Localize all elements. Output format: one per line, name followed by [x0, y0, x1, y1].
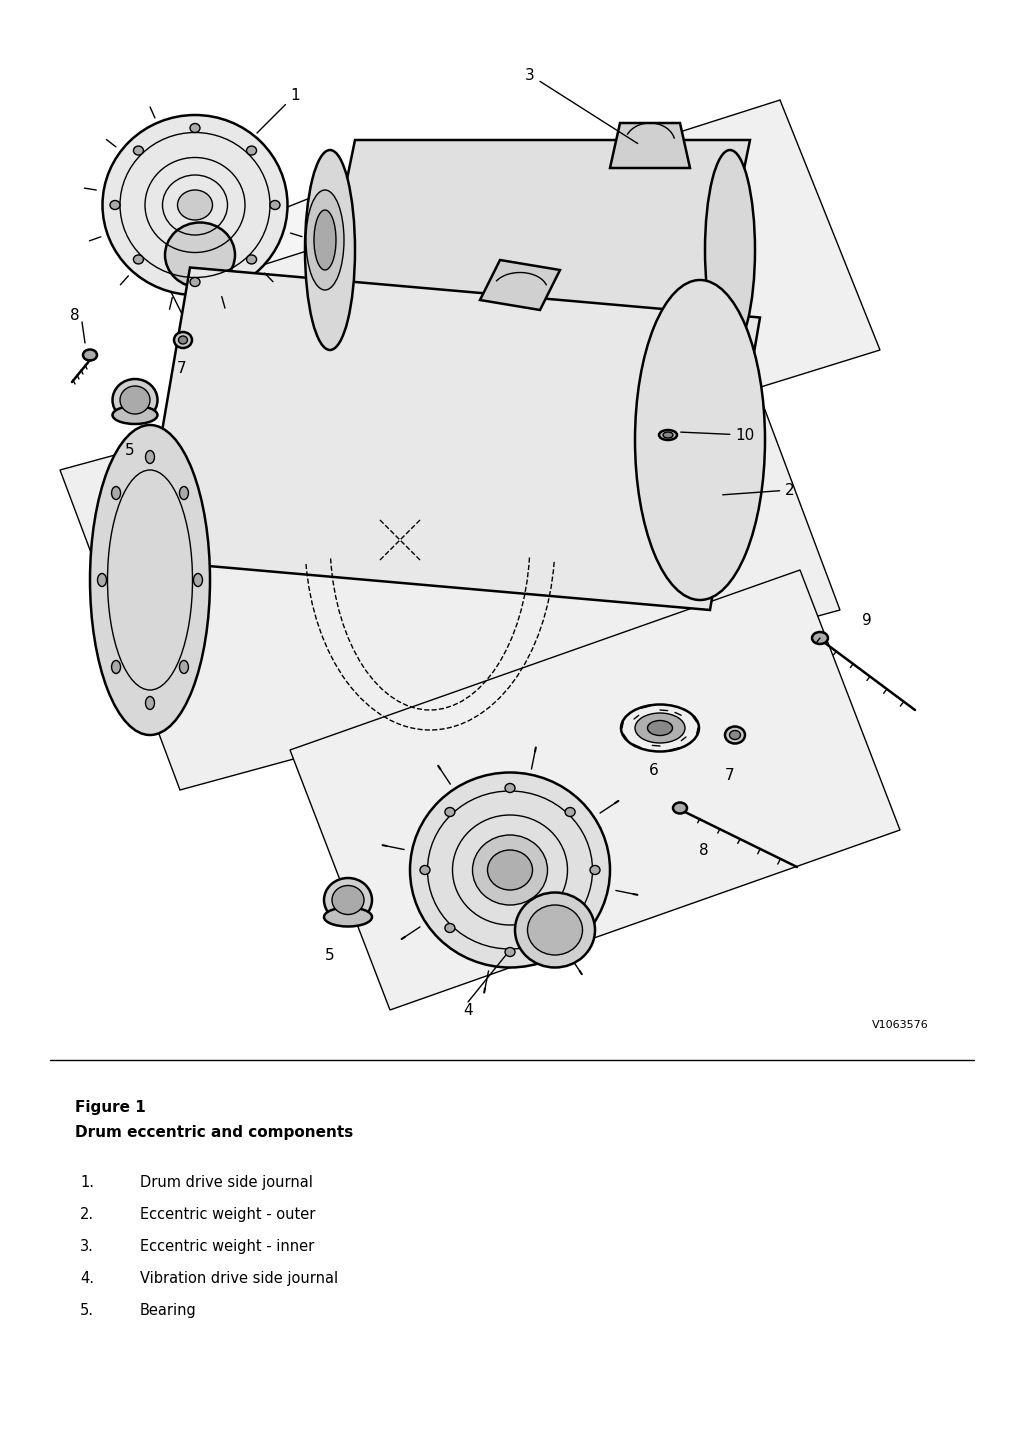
Ellipse shape: [705, 151, 755, 351]
Ellipse shape: [113, 380, 158, 422]
Ellipse shape: [410, 772, 610, 968]
Ellipse shape: [247, 146, 257, 155]
Ellipse shape: [177, 190, 213, 220]
Ellipse shape: [565, 923, 575, 933]
Ellipse shape: [663, 432, 673, 438]
Ellipse shape: [420, 865, 430, 875]
Ellipse shape: [590, 865, 600, 875]
Polygon shape: [60, 290, 840, 790]
Ellipse shape: [515, 893, 595, 968]
Ellipse shape: [332, 885, 364, 914]
Ellipse shape: [324, 878, 372, 922]
Ellipse shape: [635, 280, 765, 600]
Polygon shape: [200, 100, 880, 530]
Text: Figure 1: Figure 1: [75, 1100, 145, 1114]
Text: 7: 7: [177, 361, 186, 375]
Text: Eccentric weight - inner: Eccentric weight - inner: [140, 1239, 314, 1253]
Text: 5: 5: [125, 442, 135, 458]
Ellipse shape: [174, 332, 193, 348]
Text: 5.: 5.: [80, 1303, 94, 1319]
Ellipse shape: [112, 661, 121, 674]
Polygon shape: [290, 569, 900, 1010]
Text: 8: 8: [71, 307, 80, 323]
Ellipse shape: [247, 255, 257, 264]
Ellipse shape: [178, 336, 187, 343]
Ellipse shape: [324, 907, 372, 926]
Ellipse shape: [194, 574, 203, 587]
Ellipse shape: [306, 190, 344, 290]
Ellipse shape: [190, 123, 200, 132]
Text: 7: 7: [725, 768, 735, 782]
Text: Drum drive side journal: Drum drive side journal: [140, 1175, 313, 1190]
Ellipse shape: [120, 385, 150, 414]
Ellipse shape: [527, 906, 583, 955]
Ellipse shape: [725, 726, 745, 743]
Ellipse shape: [647, 720, 673, 736]
Text: 10: 10: [681, 427, 755, 442]
Polygon shape: [610, 123, 690, 168]
Ellipse shape: [729, 730, 740, 739]
Ellipse shape: [659, 430, 677, 440]
Polygon shape: [140, 268, 760, 610]
Ellipse shape: [133, 146, 143, 155]
Text: Bearing: Bearing: [140, 1303, 197, 1319]
Ellipse shape: [444, 923, 455, 933]
Text: 1: 1: [257, 87, 300, 133]
Ellipse shape: [270, 200, 280, 210]
Text: 4.: 4.: [80, 1271, 94, 1287]
Ellipse shape: [812, 632, 828, 643]
Ellipse shape: [505, 784, 515, 793]
Polygon shape: [155, 170, 480, 459]
Ellipse shape: [565, 807, 575, 817]
Ellipse shape: [305, 151, 355, 351]
Ellipse shape: [505, 948, 515, 956]
Text: 4: 4: [463, 1003, 473, 1017]
Text: 1.: 1.: [80, 1175, 94, 1190]
Text: 2: 2: [723, 483, 795, 497]
Ellipse shape: [314, 210, 336, 270]
Ellipse shape: [90, 425, 210, 735]
Ellipse shape: [673, 803, 687, 813]
Polygon shape: [480, 259, 560, 310]
Text: 3: 3: [525, 68, 638, 143]
Ellipse shape: [102, 114, 288, 296]
Text: V1063576: V1063576: [871, 1020, 929, 1030]
Text: 5: 5: [326, 948, 335, 962]
Ellipse shape: [133, 255, 143, 264]
Ellipse shape: [97, 574, 106, 587]
Text: 9: 9: [862, 613, 871, 627]
Ellipse shape: [179, 661, 188, 674]
Ellipse shape: [487, 851, 532, 890]
Ellipse shape: [635, 713, 685, 743]
Ellipse shape: [145, 451, 155, 464]
Text: Drum eccentric and components: Drum eccentric and components: [75, 1124, 353, 1140]
Ellipse shape: [444, 807, 455, 817]
Ellipse shape: [113, 406, 158, 425]
Text: 8: 8: [699, 842, 709, 858]
Ellipse shape: [145, 697, 155, 710]
Ellipse shape: [110, 200, 120, 210]
Polygon shape: [310, 141, 750, 359]
Ellipse shape: [179, 487, 188, 500]
Ellipse shape: [112, 487, 121, 500]
Text: 6: 6: [649, 762, 658, 778]
Text: Eccentric weight - outer: Eccentric weight - outer: [140, 1207, 315, 1222]
Text: Vibration drive side journal: Vibration drive side journal: [140, 1271, 338, 1287]
Ellipse shape: [190, 278, 200, 287]
Ellipse shape: [165, 223, 234, 287]
Ellipse shape: [472, 835, 548, 906]
Ellipse shape: [83, 349, 97, 361]
Text: 3.: 3.: [80, 1239, 94, 1253]
Text: 2.: 2.: [80, 1207, 94, 1222]
